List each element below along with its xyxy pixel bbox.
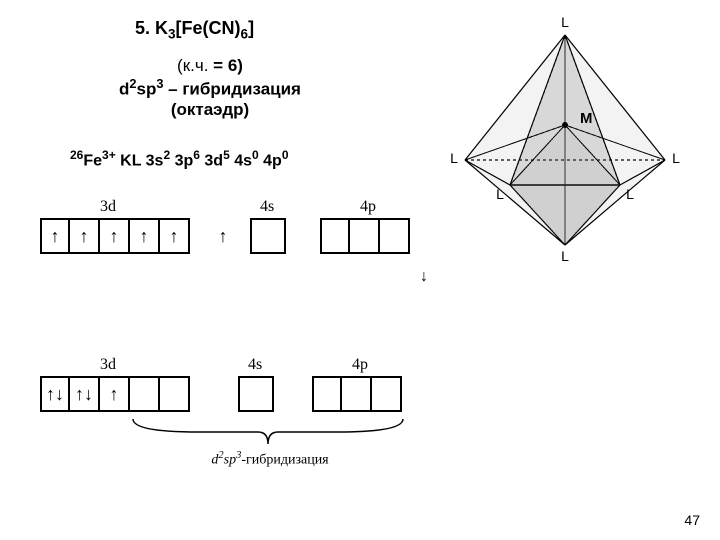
- ec-4ss: 0: [252, 148, 259, 162]
- lone-up: ↑: [208, 218, 238, 254]
- ec-4ps: 0: [282, 148, 289, 162]
- p3: [380, 218, 410, 254]
- d5: ↑: [160, 218, 190, 254]
- ec-4s: 4s: [230, 152, 252, 169]
- title-num: 5.: [135, 18, 150, 38]
- s4-box: [250, 218, 286, 254]
- label-4s-1: 4s: [260, 198, 274, 216]
- label-3d-2: 3d: [100, 356, 116, 374]
- ec-ch: 3+: [102, 148, 116, 162]
- formula-sub6: 6: [241, 27, 249, 42]
- orbitals-row-2p: [312, 376, 402, 412]
- coord-block: (к.ч. = 6) d2sp3 – гибридизация (октаэдр…: [90, 56, 330, 120]
- ec-d: 3d: [200, 152, 223, 169]
- ec-rest: KL 3s: [116, 152, 164, 169]
- ec-ds: 5: [223, 148, 230, 162]
- ec-26: 26: [70, 148, 83, 162]
- brace-caption: d2sp3-гибридизация: [180, 450, 360, 469]
- cn-eq: = 6): [213, 56, 243, 75]
- bc-post: -гибридизация: [241, 453, 328, 468]
- orbitals-row-1: ↑ ↑ ↑ ↑ ↑: [40, 218, 190, 254]
- d3: ↑: [100, 218, 130, 254]
- formula-K: K: [155, 18, 168, 38]
- formula-sub3: 3: [168, 27, 176, 42]
- ec-ps: 6: [193, 148, 200, 162]
- octa-L-top: L: [561, 15, 569, 30]
- slide-title: 5. K3[Fe(CN)6]: [135, 18, 254, 42]
- orbitals-row-2d: ↑↓ ↑↓ ↑: [40, 376, 190, 412]
- ec-4p: 4p: [259, 152, 282, 169]
- octa-L-fr: L: [626, 186, 634, 202]
- label-4s-2: 4s: [248, 356, 262, 374]
- orbitals-row-1b: ↑: [208, 218, 238, 254]
- p1: [320, 218, 350, 254]
- label-3d-1: 3d: [100, 198, 116, 216]
- p2b: [342, 376, 372, 412]
- d3b: ↑: [100, 376, 130, 412]
- ec-fe: Fe: [83, 152, 102, 169]
- octa-L-fl: L: [496, 186, 504, 202]
- shape: (октаэдр): [90, 100, 330, 120]
- d4b: [130, 376, 160, 412]
- hyb-d: d: [119, 80, 129, 99]
- orbitals-row-1s: [250, 218, 286, 254]
- cn-pre: (к.ч.: [177, 56, 213, 75]
- s4b: [238, 376, 274, 412]
- econfig: 26Fe3+ KL 3s2 3p6 3d5 4s0 4p0: [70, 148, 289, 170]
- orbitals-row-1p: [320, 218, 410, 254]
- d4: ↑: [130, 218, 160, 254]
- bc-sp: sp: [224, 453, 236, 468]
- label-4p-1: 4p: [360, 198, 376, 216]
- d1: ↑: [40, 218, 70, 254]
- p1b: [312, 376, 342, 412]
- label-4p-2: 4p: [352, 356, 368, 374]
- p3b: [372, 376, 402, 412]
- d5b: [160, 376, 190, 412]
- d2b: ↑↓: [70, 376, 100, 412]
- d2: ↑: [70, 218, 100, 254]
- octa-L-l: L: [450, 150, 458, 166]
- formula-close: ]: [248, 18, 254, 38]
- octa-L-bot: L: [561, 248, 569, 264]
- p2: [350, 218, 380, 254]
- hyb-sp: sp: [137, 80, 157, 99]
- down-arrow: ↓: [420, 268, 428, 286]
- page-number: 47: [684, 512, 700, 528]
- formula-FeCN: [Fe(CN): [176, 18, 241, 38]
- orbitals-row-2s: [238, 376, 274, 412]
- brace: [128, 414, 408, 454]
- d1b: ↑↓: [40, 376, 70, 412]
- ec-p: 3p: [170, 152, 193, 169]
- octa-L-r: L: [672, 150, 680, 166]
- octahedron-diagram: L L L L L L M: [430, 15, 700, 265]
- hyb-post: – гибридизация: [163, 80, 301, 99]
- octa-M: M: [580, 110, 593, 127]
- hyb-2: 2: [129, 76, 136, 91]
